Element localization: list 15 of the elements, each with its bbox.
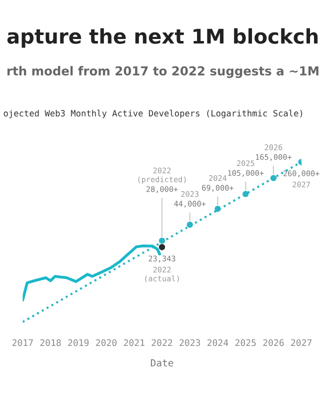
x-axis-title: Date [150, 359, 174, 366]
x-tick-label: 2026 [263, 339, 284, 346]
x-tick-label: 2027 [291, 339, 312, 346]
x-tick-label: 2018 [40, 339, 61, 346]
x-tick-label: 2020 [96, 339, 117, 346]
chart-subtitle: rth model from 2017 to 2022 suggests a ~1M [8, 66, 318, 78]
x-tick-label: 2017 [12, 339, 33, 346]
x-tick-label: 2025 [235, 339, 256, 346]
x-tick-label: 2024 [208, 339, 228, 346]
x-tick-label: 2019 [68, 339, 89, 346]
x-tick-label: 2023 [180, 339, 200, 346]
chart-title: apture the next 1M blockch [7, 28, 318, 48]
x-tick-label: 2021 [124, 339, 144, 346]
x-tick-label: 2022 [152, 339, 172, 346]
text: ojected Web3 Monthly Active Developers (Logarithmic Scale) [4, 110, 302, 118]
